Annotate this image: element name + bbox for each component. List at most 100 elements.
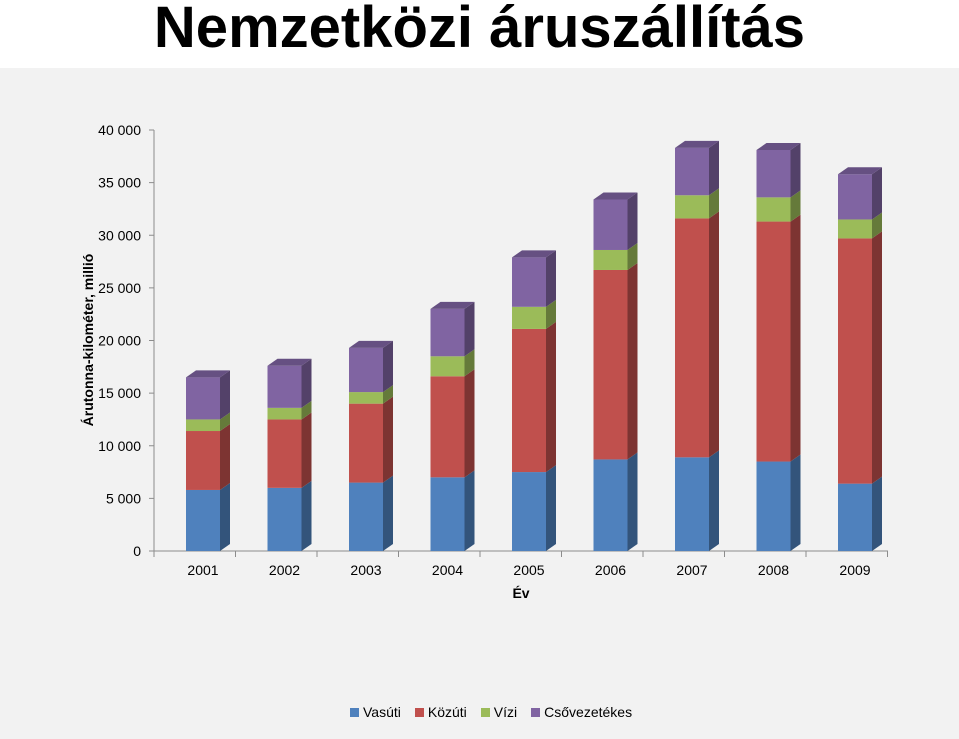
y-tick-label: 35 000 (98, 175, 141, 191)
x-tick-label: 2004 (432, 562, 463, 578)
bar-side (546, 465, 556, 551)
bar-side (301, 412, 312, 488)
tick-labels: 0 5 000 10 000 15 000 20 000 25 000 30 000 35 0… (98, 122, 871, 578)
legend-item: Csővezetékes (531, 704, 632, 720)
bar-top (593, 192, 638, 200)
legend-item: Közúti (414, 704, 467, 720)
bar-side (220, 370, 230, 420)
bar-side (220, 424, 230, 490)
bar-side (383, 396, 393, 483)
bar-side (709, 140, 719, 196)
x-tick-label: 2007 (676, 562, 707, 578)
bar-segment (675, 195, 709, 219)
bar-segment (838, 483, 872, 551)
y-tick-label: 40 000 (98, 122, 141, 138)
bar-segment (675, 218, 709, 458)
bar-side (546, 250, 556, 307)
bar-segment (675, 457, 709, 551)
bar-side (464, 349, 475, 377)
bar-segment (430, 376, 465, 478)
bar-side (709, 211, 719, 458)
legend-swatch (350, 707, 359, 717)
x-axis-title: Év (512, 585, 529, 601)
y-tick-label: 5 000 (106, 490, 141, 506)
bar-side (627, 262, 638, 460)
bar-top (838, 167, 882, 175)
bar-side (790, 454, 801, 551)
bar-side (872, 231, 882, 484)
bar-segment (430, 477, 465, 551)
bar-stack-2008 (756, 142, 801, 551)
bar-side (627, 242, 638, 270)
bar-segment (186, 489, 220, 551)
bar-side (546, 299, 556, 329)
legend-swatch (531, 707, 541, 717)
bar-segment (675, 147, 709, 196)
bar-segment (593, 459, 628, 551)
bar-segment (267, 407, 302, 420)
bar-side (301, 400, 312, 420)
bar-top (675, 140, 719, 148)
x-tick-label: 2006 (595, 562, 626, 578)
legend-item: Vízi (480, 704, 518, 720)
y-tick-label: 10 000 (98, 438, 141, 454)
legend-item: Vasúti (350, 704, 401, 720)
bar-side (790, 190, 801, 222)
bar-segment (430, 308, 465, 357)
bar-segment (512, 328, 546, 473)
bar-top (512, 250, 556, 258)
bar-side (709, 188, 719, 219)
bar-side (383, 475, 393, 551)
bar-segment (756, 197, 791, 222)
x-tick-label: 2008 (758, 562, 789, 578)
bar-segment (593, 199, 628, 250)
y-tick-label: 20 000 (98, 333, 141, 349)
bar-segment (593, 269, 628, 460)
bar-top (430, 301, 475, 309)
bar-stack-2004 (430, 301, 475, 551)
bar-segment (186, 431, 220, 490)
bar-side (627, 452, 638, 551)
legend-label: Csővezetékes (544, 704, 633, 720)
bar-top (349, 340, 393, 348)
bar-segment (349, 482, 383, 551)
bar-side (383, 340, 393, 393)
bar-segment (267, 365, 302, 408)
legend: Vasúti Közúti Vízi Csővezetékes (350, 704, 638, 720)
bar-segment (349, 403, 383, 483)
y-axis-title: Árutonna-kilométer, millió (80, 254, 96, 427)
bar-segment (512, 257, 546, 307)
bar-side (790, 142, 801, 198)
bar-stack-2001 (186, 370, 230, 551)
bar-side (546, 321, 556, 473)
legend-label: Vasúti (363, 704, 401, 720)
bar-segment (838, 238, 872, 484)
bar-side (464, 369, 475, 478)
bar-segment (593, 249, 628, 270)
bar-side (709, 450, 719, 551)
y-tick-label: 15 000 (98, 385, 141, 401)
bar-stack-2007 (675, 140, 719, 551)
bars (186, 140, 882, 551)
legend-swatch (414, 707, 424, 717)
bar-segment (756, 221, 791, 462)
bar-side (872, 167, 882, 220)
bar-segment (756, 149, 791, 198)
bar-segment (349, 347, 383, 393)
bar-segment (838, 174, 872, 220)
x-tick-label: 2002 (269, 562, 300, 578)
bar-top (756, 142, 801, 150)
bar-segment (186, 419, 220, 432)
x-tick-label: 2001 (187, 562, 218, 578)
legend-label: Vízi (493, 704, 518, 720)
bar-top (186, 370, 230, 378)
legend-swatch (480, 707, 490, 717)
bar-side (872, 212, 882, 239)
bar-top (267, 358, 312, 366)
bar-side (464, 470, 475, 551)
bar-segment (756, 461, 791, 551)
y-tick-label: 30 000 (98, 227, 141, 243)
bar-stack-2006 (593, 192, 638, 551)
bar-stack-2003 (349, 340, 393, 551)
